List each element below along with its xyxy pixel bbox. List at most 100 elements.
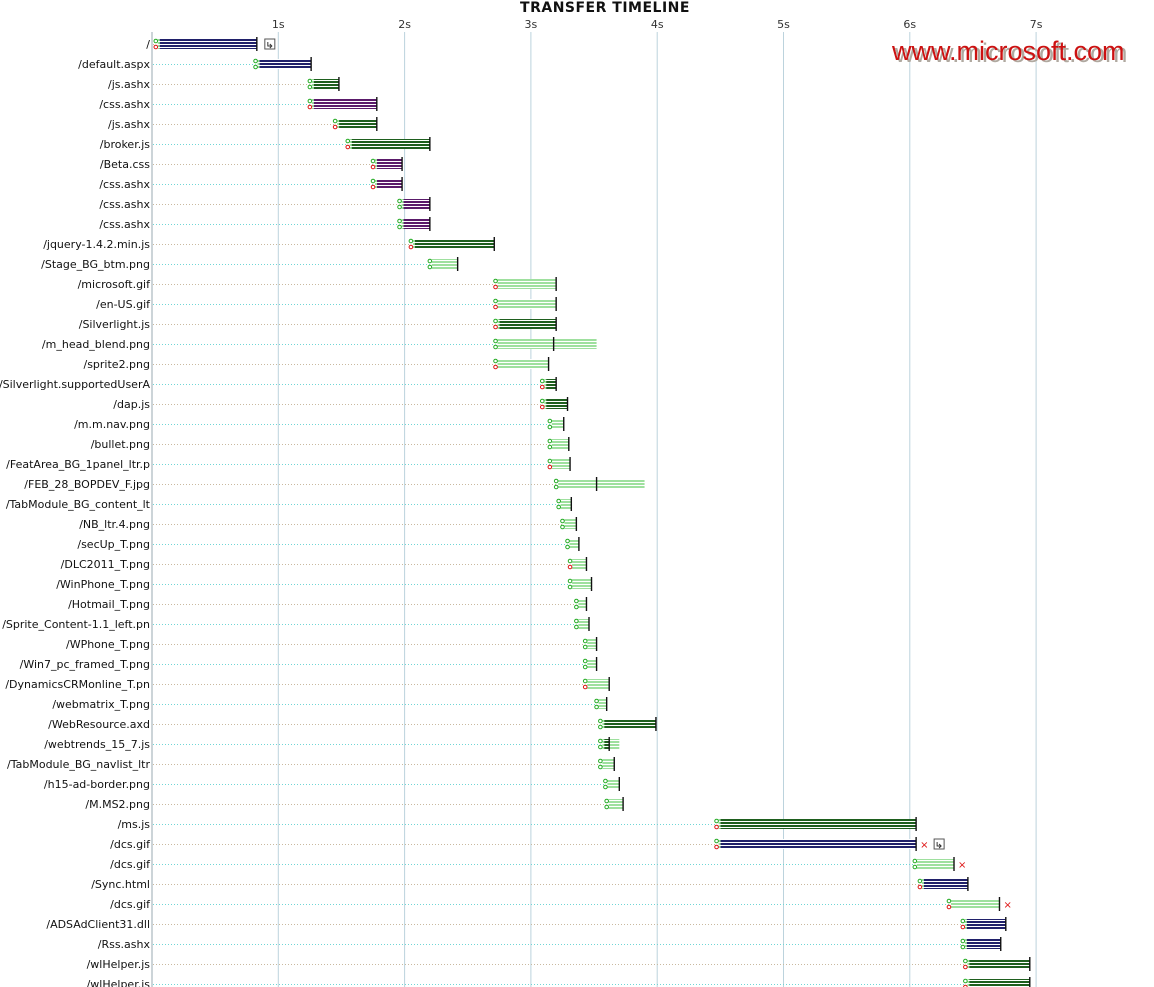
row-download-bar — [339, 119, 377, 129]
timeline-row: /dcs.gif × — [110, 837, 945, 851]
row-start-dot — [547, 444, 553, 450]
row-wait-bar — [431, 259, 458, 269]
row-start-dot — [547, 438, 553, 444]
row-start-dot — [567, 558, 573, 564]
x-tick-label: 2s — [398, 18, 411, 31]
timeline-row: /FEB_28_BOPDEV_F.jpg — [24, 477, 645, 491]
row-label: /Win7_pc_framed_T.png — [20, 658, 150, 671]
timeline-row: /css.ashx — [99, 97, 378, 111]
row-start-dot — [604, 798, 609, 804]
timeline-row: /Silverlight.js — [79, 317, 557, 331]
timeline-row: /ADSAdClient31.dll — [46, 917, 1007, 931]
row-label: /ms.js — [118, 818, 151, 831]
row-label: /css.ashx — [99, 98, 150, 111]
timeline-row: /js.ashx — [108, 117, 378, 131]
row-wait-bar — [551, 439, 569, 449]
row-start-dot — [946, 904, 952, 910]
redirect-icon-arrow — [267, 42, 273, 49]
row-wait-bar — [587, 639, 597, 649]
row-wait-bar — [598, 699, 607, 709]
row-start-dot — [714, 838, 719, 844]
row-wait-bar — [572, 559, 587, 569]
row-start-dot — [307, 78, 313, 84]
x-tick-label: 4s — [651, 18, 664, 31]
row-start-dot — [960, 944, 966, 950]
row-wait-bar — [572, 579, 592, 589]
row-start-dot — [567, 564, 573, 570]
row-start-dot — [963, 958, 968, 964]
row-start-dot — [714, 844, 719, 850]
row-label: /webmatrix_T.png — [52, 698, 150, 711]
row-start-dot — [493, 278, 498, 284]
row-start-dot — [582, 684, 588, 690]
row-start-dot — [960, 938, 966, 944]
row-wait-bar — [916, 859, 955, 869]
row-start-dot — [714, 818, 719, 824]
row-label: /js.ashx — [108, 118, 150, 131]
row-start-dot — [598, 758, 603, 764]
row-start-dot — [567, 584, 573, 590]
row-download-bar — [313, 99, 377, 109]
row-start-dot — [594, 704, 599, 710]
row-download-bar — [604, 719, 656, 729]
row-start-dot — [370, 184, 376, 190]
row-label: /jquery-1.4.2.min.js — [43, 238, 150, 251]
row-label: /default.aspx — [78, 58, 150, 71]
row-start-dot — [963, 978, 968, 984]
row-label: /css.ashx — [99, 198, 150, 211]
row-start-dot — [574, 618, 579, 624]
timeline-row: /WebResource.axd — [48, 717, 657, 731]
row-download-bar — [966, 919, 1006, 929]
watermark-shadow: www.microsoft.com — [894, 38, 1128, 68]
timeline-row: /css.ashx — [99, 217, 431, 231]
row-start-dot — [912, 858, 918, 864]
chart-title: TRANSFER TIMELINE — [520, 0, 690, 16]
timeline-row: /M.MS2.png — [85, 797, 624, 811]
timeline-row: /Win7_pc_framed_T.png — [20, 657, 598, 671]
row-label: /dcs.gif — [110, 838, 151, 851]
timeline-row: /TabModule_BG_content_lt — [6, 497, 573, 511]
x-tick-label: 6s — [903, 18, 916, 31]
row-start-dot — [547, 464, 553, 470]
row-start-dot — [598, 718, 603, 724]
row-start-dot — [598, 764, 603, 770]
row-start-dot — [493, 324, 498, 330]
row-start-dot — [963, 964, 968, 970]
row-label: /FEB_28_BOPDEV_F.jpg — [24, 478, 150, 491]
row-start-dot — [253, 64, 258, 70]
row-download-bar — [720, 839, 917, 849]
row-start-dot — [960, 918, 966, 924]
row-start-dot — [153, 38, 159, 44]
error-x-icon: × — [1003, 900, 1011, 911]
timeline-row: /default.aspx — [78, 57, 312, 71]
row-download-bar — [604, 739, 610, 749]
row-label: /TabModule_BG_content_lt — [6, 498, 151, 511]
row-label: /FeatArea_BG_1panel_ltr.p — [6, 458, 150, 471]
row-start-dot — [408, 238, 414, 244]
row-wait-bar — [569, 539, 579, 549]
row-start-dot — [560, 518, 565, 524]
row-start-dot — [493, 344, 498, 350]
timeline-row: /en-US.gif — [96, 297, 557, 311]
row-start-dot — [397, 218, 402, 224]
timeline-row: /dcs.gif × — [110, 897, 1012, 911]
row-label: /Hotmail_T.png — [68, 598, 150, 611]
row-start-dot — [397, 224, 402, 230]
row-download-bar — [377, 159, 403, 169]
row-wait-bar — [607, 779, 620, 789]
row-start-dot — [332, 118, 338, 124]
row-wait-bar — [587, 659, 597, 669]
row-start-dot — [427, 264, 433, 270]
row-download-bar — [403, 219, 430, 229]
row-start-dot — [493, 284, 498, 290]
row-label: /css.ashx — [99, 218, 150, 231]
row-label: /dcs.gif — [110, 898, 151, 911]
timeline-row: /ms.js — [118, 817, 917, 831]
timeline-row: /wlHelper.js — [87, 957, 1031, 971]
timeline-row: /Sprite_Content-1.1_left.pn — [2, 617, 590, 631]
row-start-dot — [556, 504, 561, 510]
row-start-dot — [547, 458, 553, 464]
x-tick-label: 3s — [525, 18, 538, 31]
timeline-row: /bullet.png — [91, 437, 570, 451]
row-label: /DynamicsCRMonline_T.pn — [5, 678, 150, 691]
